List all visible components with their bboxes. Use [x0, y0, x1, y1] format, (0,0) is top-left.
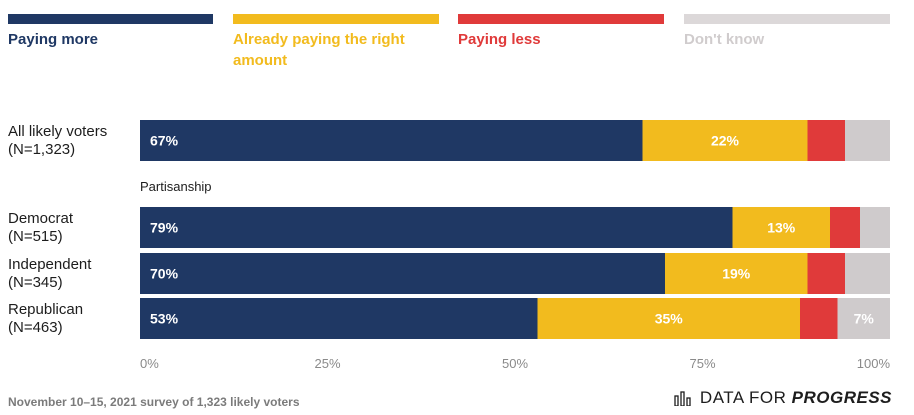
data-label: 13%	[767, 220, 796, 236]
legend-swatch	[233, 14, 439, 24]
bar-segment	[140, 207, 733, 248]
legend-swatch	[684, 14, 890, 24]
bar-segment	[642, 120, 808, 161]
x-tick-label: 50%	[502, 356, 528, 371]
bar-segment	[807, 120, 845, 161]
stacked-bar-chart: All likely voters(N=1,323) 67% 22% Democrat…	[8, 120, 891, 371]
bar-segment	[732, 207, 830, 248]
legend-item-dont-know: Don't know	[684, 14, 890, 50]
bar-segment	[807, 253, 845, 294]
bar-segment	[537, 298, 800, 339]
data-label: 53%	[150, 311, 179, 327]
legend-swatch	[458, 14, 664, 24]
legend-label: Don't know	[684, 31, 765, 48]
legend-item-paying-less: Paying less	[458, 14, 664, 50]
brand-plain: DATA FOR	[699, 388, 792, 407]
bar-segment	[140, 120, 643, 161]
bar-chart-icon	[674, 391, 691, 406]
data-label: 67%	[150, 133, 179, 149]
legend-label: Already paying the right amount	[233, 31, 405, 69]
bar-segment	[140, 253, 665, 294]
bar-segment	[800, 298, 838, 339]
survey-footnote: November 10–15, 2021 survey of 1,323 lik…	[8, 395, 300, 409]
bar-segment	[830, 207, 860, 248]
bar-segment	[140, 298, 538, 339]
data-label: 7%	[854, 311, 875, 327]
row-label-n: (N=463)	[8, 319, 63, 336]
data-label: 22%	[711, 133, 740, 149]
brand-logo: DATA FOR PROGRESS	[674, 388, 892, 408]
legend-item-right-amount: Already paying the right amount	[233, 14, 439, 71]
row-label: Republican	[8, 301, 83, 318]
bar-segment	[845, 253, 890, 294]
data-label: 70%	[150, 266, 179, 282]
x-tick-label: 75%	[689, 356, 715, 371]
bar-segment	[845, 120, 890, 161]
brand-bold: PROGRESS	[791, 388, 892, 407]
row-label: All likely voters	[8, 123, 107, 140]
group-label: Partisanship	[140, 179, 212, 194]
x-tick-label: 100%	[857, 356, 891, 371]
legend-label: Paying less	[458, 31, 541, 48]
x-tick-label: 0%	[140, 356, 159, 371]
bar-segment	[837, 298, 890, 339]
legend-item-paying-more: Paying more	[8, 14, 213, 50]
bar-segment	[665, 253, 808, 294]
row-label-n: (N=345)	[8, 274, 63, 291]
row-label: Independent	[8, 256, 92, 273]
data-label: 35%	[655, 311, 684, 327]
data-label: 19%	[722, 266, 751, 282]
x-tick-label: 25%	[314, 356, 340, 371]
bar-segment	[860, 207, 890, 248]
legend-label: Paying more	[8, 31, 99, 48]
row-label-n: (N=515)	[8, 228, 63, 245]
row-label: Democrat	[8, 210, 74, 227]
legend-swatch	[8, 14, 213, 24]
row-label-n: (N=1,323)	[8, 141, 75, 158]
data-label: 79%	[150, 220, 179, 236]
